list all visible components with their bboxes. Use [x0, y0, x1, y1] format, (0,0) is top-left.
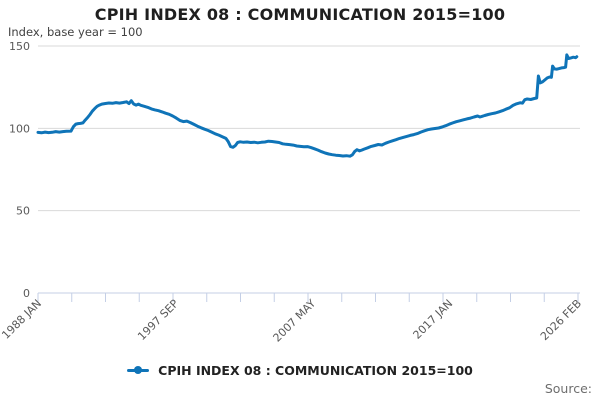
y-axis-unit-label: Index, base year = 100: [8, 25, 143, 39]
source-label: Source:: [544, 381, 592, 396]
y-tick-label: 150: [9, 40, 30, 53]
plot-area: 0 50 100 150 1988 JAN 1997 SEP 2007 MAY 2017 JA…: [0, 40, 584, 345]
legend-point-icon: [134, 366, 143, 374]
x-tick-label: 2026 FEB: [538, 297, 584, 343]
y-tick-label: 100: [9, 122, 30, 135]
chart-title: CPIH INDEX 08 : COMMUNICATION 2015=100: [94, 5, 506, 24]
x-tick-label: 2007 MAY: [271, 297, 319, 345]
legend: CPIH INDEX 08 : COMMUNICATION 2015=100: [0, 361, 600, 379]
y-tick-label: 50: [16, 205, 30, 218]
x-tick-label: 1997 SEP: [135, 297, 181, 343]
legend-label: CPIH INDEX 08 : COMMUNICATION 2015=100: [158, 362, 473, 378]
legend-line-marker: [127, 366, 150, 374]
y-tick-label: 0: [23, 287, 30, 300]
series-line: [36, 53, 579, 158]
x-tick-label: 1988 JAN: [0, 297, 44, 342]
x-tick-label: 2017 JAN: [411, 297, 456, 342]
